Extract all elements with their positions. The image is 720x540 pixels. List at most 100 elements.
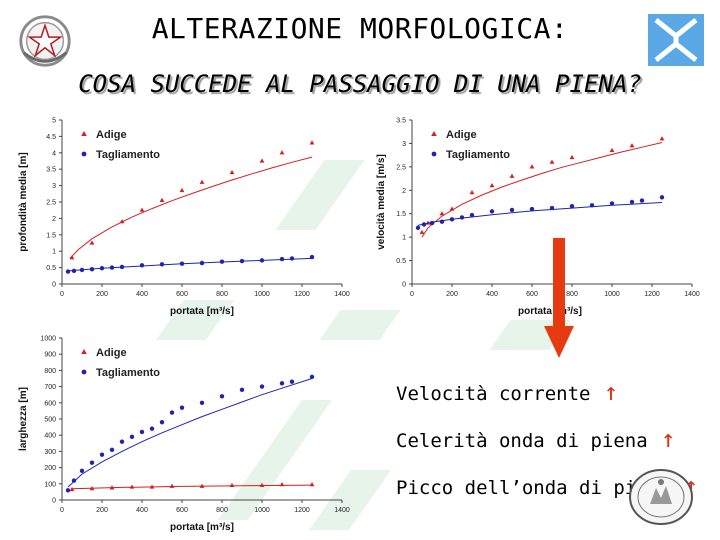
y-tick-label: 100 <box>44 481 56 488</box>
x-tick-label: 1200 <box>294 507 310 514</box>
data-point-tagliamento <box>459 215 465 220</box>
x-tick-label: 800 <box>566 291 578 298</box>
data-point-tagliamento <box>289 379 295 384</box>
y-tick-label: 2.5 <box>396 164 406 171</box>
data-point-tagliamento <box>529 206 535 212</box>
data-point-adige <box>139 207 145 212</box>
data-point-adige <box>309 140 315 145</box>
data-point-adige <box>449 206 455 211</box>
data-point-tagliamento <box>279 256 285 262</box>
university-seal-icon <box>629 469 693 525</box>
data-point-tagliamento <box>79 468 85 474</box>
data-point-adige <box>229 169 235 175</box>
data-point-tagliamento <box>309 374 315 380</box>
data-point-tagliamento <box>199 260 205 266</box>
up-arrow-icon: ↑ <box>603 378 619 406</box>
y-tick-label: 2.5 <box>46 200 56 207</box>
data-point-tagliamento <box>239 387 245 393</box>
data-point-tagliamento <box>219 394 225 399</box>
trend-line-tagliamento <box>67 257 313 272</box>
y-tick-label: 1.5 <box>46 232 56 239</box>
data-point-tagliamento <box>489 209 495 214</box>
y-tick-label: 3.5 <box>396 118 406 125</box>
data-point-tagliamento <box>289 256 295 261</box>
data-point-tagliamento <box>129 434 135 440</box>
y-tick-label: 0 <box>52 282 56 289</box>
trend-line-adige <box>421 142 663 238</box>
y-tick-label: 400 <box>44 433 56 440</box>
data-point-adige <box>259 482 265 488</box>
data-point-tagliamento <box>159 262 165 267</box>
data-point-tagliamento <box>199 400 205 405</box>
data-point-tagliamento <box>109 447 115 452</box>
data-point-tagliamento <box>179 405 185 410</box>
data-point-tagliamento <box>509 207 515 213</box>
y-tick-label: 200 <box>44 465 56 472</box>
trend-line-tagliamento <box>417 202 663 226</box>
data-point-adige <box>199 179 205 184</box>
trend-line-tagliamento <box>67 378 313 488</box>
width-chart: 0 200 400 600 800 1000 1200 1400 0 100 200 300 400 50… <box>18 336 350 534</box>
data-point-tagliamento <box>449 217 455 222</box>
data-point-tagliamento <box>71 268 77 274</box>
data-point-adige <box>119 219 125 224</box>
data-point-tagliamento <box>109 265 115 270</box>
data-point-tagliamento <box>99 452 105 457</box>
x-tick-label: 1000 <box>254 291 270 298</box>
x-tick-label: 800 <box>216 507 228 514</box>
x-tick-label: 800 <box>216 291 228 298</box>
data-point-tagliamento <box>219 259 225 264</box>
x-tick-label: 1200 <box>644 291 660 298</box>
data-point-tagliamento <box>89 267 95 272</box>
data-point-tagliamento <box>259 384 265 389</box>
data-point-tagliamento <box>609 201 615 206</box>
x-tick-label: 400 <box>136 291 148 298</box>
y-tick-label: 1 <box>52 249 56 256</box>
data-point-tagliamento <box>659 195 665 200</box>
y-tick-label: 3.5 <box>46 167 56 174</box>
italian-republic-emblem-icon <box>19 15 71 67</box>
data-point-tagliamento <box>65 488 71 493</box>
y-tick-label: 4.5 <box>46 134 56 141</box>
data-point-tagliamento <box>139 263 145 268</box>
data-point-tagliamento <box>149 426 155 431</box>
y-tick-label: 900 <box>44 352 56 359</box>
data-point-adige <box>69 255 75 260</box>
data-point-tagliamento <box>549 205 555 211</box>
data-point-tagliamento <box>629 199 635 205</box>
data-point-tagliamento <box>65 269 71 274</box>
x-tick-label: 1400 <box>334 507 350 514</box>
trend-line-adige <box>71 484 313 490</box>
trend-line-adige <box>69 156 313 259</box>
data-point-adige <box>259 158 265 163</box>
list-item: Celerità onda di piena ↑ <box>396 425 698 472</box>
y-tick-label: 600 <box>44 400 56 407</box>
data-point-adige <box>419 229 425 235</box>
x-tick-label: 200 <box>446 291 458 298</box>
data-point-tagliamento <box>89 460 95 465</box>
data-point-tagliamento <box>239 258 245 264</box>
y-axis-label: larghezza [m] <box>18 387 29 451</box>
data-point-tagliamento <box>439 219 445 224</box>
y-tick-label: 0 <box>402 282 406 289</box>
legend-label: Adige <box>96 129 127 141</box>
data-point-adige <box>529 164 535 169</box>
data-point-tagliamento <box>639 198 645 203</box>
legend-label: Tagliamento <box>96 149 160 161</box>
data-point-adige <box>169 483 175 488</box>
data-point-tagliamento <box>589 203 595 208</box>
x-tick-label: 200 <box>96 507 108 514</box>
up-arrow-icon: ↑ <box>661 425 676 453</box>
page-subtitle: COSA SUCCEDE AL PASSAGGIO DI UNA PIENA? <box>78 70 642 98</box>
legend-marker <box>81 131 87 136</box>
data-point-tagliamento <box>415 225 421 230</box>
data-point-tagliamento <box>159 420 165 425</box>
data-point-tagliamento <box>421 222 427 227</box>
legend-marker <box>81 151 87 157</box>
y-tick-label: 700 <box>44 384 56 391</box>
legend-label: Tagliamento <box>96 367 160 379</box>
y-tick-label: 4 <box>52 150 56 157</box>
bullet-text: Velocità corrente <box>396 383 591 405</box>
data-point-adige <box>159 197 165 202</box>
legend-label: Adige <box>446 129 477 141</box>
